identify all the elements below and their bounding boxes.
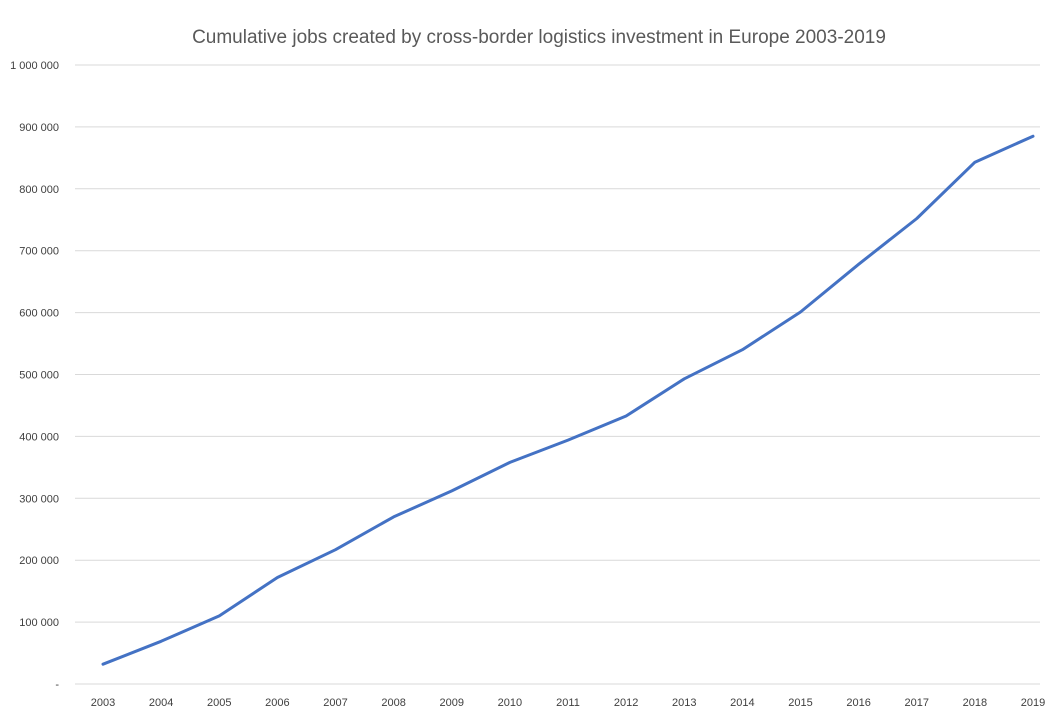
- y-tick-label: 200 000: [19, 555, 59, 567]
- x-tick-label: 2019: [1021, 697, 1045, 709]
- series-line: [101, 134, 1035, 666]
- x-tick-label: 2016: [846, 697, 870, 709]
- x-tick-label: 2011: [556, 697, 580, 709]
- x-tick-label: 2003: [91, 697, 115, 709]
- y-tick-label: -: [55, 679, 59, 691]
- y-tick-label: 600 000: [19, 308, 59, 320]
- x-axis-tick-labels: 2003 2004 2005 2006 2007 2008 2009 2010 2011 2012…: [91, 697, 1045, 709]
- x-tick-label: 2004: [149, 697, 173, 709]
- chart-title: Cumulative jobs created by cross-border …: [192, 27, 886, 48]
- y-tick-label: 900 000: [19, 122, 59, 134]
- y-tick-label: 800 000: [19, 184, 59, 196]
- gridlines: [75, 64, 1040, 685]
- x-tick-label: 2005: [207, 697, 231, 709]
- y-tick-label: 500 000: [19, 370, 59, 382]
- series-lines: [101, 134, 1035, 666]
- y-tick-label: 100 000: [19, 617, 59, 629]
- x-tick-label: 2015: [788, 697, 812, 709]
- x-tick-label: 2018: [963, 697, 987, 709]
- x-tick-label: 2010: [498, 697, 522, 709]
- x-tick-label: 2014: [730, 697, 754, 709]
- x-tick-label: 2013: [672, 697, 696, 709]
- x-tick-label: 2006: [265, 697, 289, 709]
- y-tick-label: 1 000 000: [10, 60, 59, 72]
- x-tick-label: 2007: [323, 697, 347, 709]
- x-tick-label: 2008: [381, 697, 405, 709]
- y-tick-label: 300 000: [19, 493, 59, 505]
- x-tick-label: 2017: [905, 697, 929, 709]
- y-tick-label: 400 000: [19, 431, 59, 443]
- y-axis-tick-labels: - 100 000 200 000 300 000 400 000 500 000 600 …: [10, 60, 59, 691]
- y-tick-label: 700 000: [19, 246, 59, 258]
- x-tick-label: 2012: [614, 697, 638, 709]
- x-tick-label: 2009: [440, 697, 464, 709]
